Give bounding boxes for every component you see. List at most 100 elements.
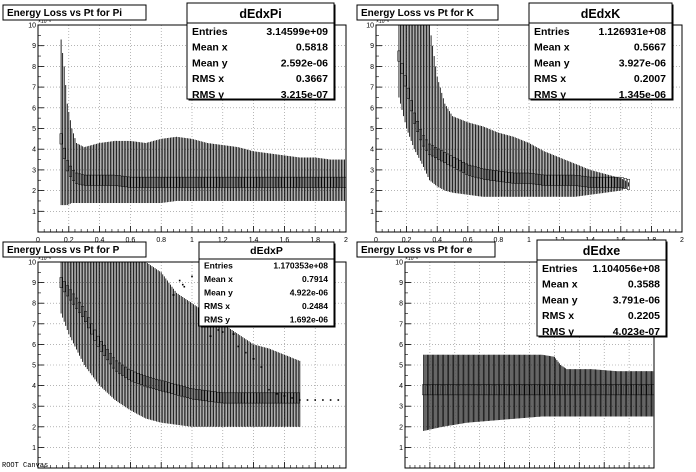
y-tick-label: 6 (399, 342, 403, 349)
histogram-core-bin (136, 372, 140, 384)
histogram-core-bin (275, 392, 279, 404)
histogram-core-bin (130, 370, 134, 382)
outlier-point (299, 399, 301, 401)
histogram-core-bin (535, 173, 539, 185)
outlier-point (232, 333, 235, 335)
stats-value: 3.14599e+09 (266, 26, 328, 38)
histogram-core-bin (161, 176, 165, 188)
stats-label: RMS y (542, 326, 574, 338)
stats-value: 2.592e-06 (281, 57, 328, 69)
histogram-core-bin (232, 176, 236, 188)
histogram-core-bin (179, 385, 183, 397)
histogram-core-bin (124, 176, 128, 188)
histogram-core-bin (78, 301, 82, 313)
y-exponent-label: ×10⁻⁶ (38, 256, 51, 262)
histogram-core-bin (412, 112, 416, 124)
x-tick-label: 0.6 (463, 237, 473, 244)
outlier-point (178, 279, 181, 282)
histogram-core-bin (627, 178, 630, 190)
histogram-core-bin (415, 121, 419, 132)
histogram-core-bin (244, 176, 248, 188)
histogram-core-bin (201, 176, 205, 188)
histogram-core-bin (195, 389, 199, 400)
histogram-core-bin (498, 170, 502, 182)
stats-label: Entries (542, 263, 578, 275)
histogram-core-bin (108, 174, 112, 186)
histogram-core-bin (461, 161, 465, 173)
histogram-core-bin (68, 165, 72, 177)
y-tick-label: 5 (370, 126, 374, 133)
stats-title: dEdxP (250, 245, 283, 257)
histogram-core-bin (195, 176, 199, 188)
histogram-core-bin (409, 100, 413, 112)
x-tick-label: 0.4 (95, 237, 105, 244)
histogram-core-bin (418, 129, 422, 141)
stats-value: 1.692e-06 (290, 315, 329, 325)
histogram-core-bin (516, 172, 520, 184)
x-tick-label: 1.4 (249, 237, 259, 244)
histogram-core-bin (510, 172, 514, 184)
histogram-core-bin (71, 169, 75, 181)
stats-value: 0.5667 (634, 42, 666, 54)
histogram-core-bin (574, 175, 578, 186)
histogram-core-bin (185, 176, 189, 188)
histogram-core-bin (321, 176, 325, 188)
histogram-core-bin (599, 176, 603, 188)
histogram-core-bin (68, 289, 72, 301)
stats-label: Entries (204, 261, 233, 271)
histogram-core-bin (581, 175, 584, 187)
histogram-core-bin (216, 176, 220, 188)
histogram-core-bin (130, 176, 134, 188)
stats-value: 3.791e-06 (613, 294, 660, 306)
histogram-core-bin (272, 392, 276, 404)
histogram-core-bin (161, 380, 165, 392)
histogram-core-bin (170, 176, 174, 188)
histogram-core-bin (198, 176, 202, 188)
histogram-core-bin (213, 391, 217, 403)
y-tick-label: 9 (399, 280, 403, 287)
histogram-core-bin (84, 311, 88, 322)
histogram-core-bin (477, 167, 480, 179)
histogram-core-bin (602, 176, 606, 188)
histogram-core-bin (142, 375, 146, 387)
histogram-core-bin (75, 172, 78, 184)
histogram-core-bin (590, 176, 594, 188)
histogram-core-bin (620, 177, 624, 189)
histogram-core-bin (623, 178, 627, 189)
outlier-point (237, 345, 239, 348)
histogram-core-bin (84, 174, 88, 186)
histogram-core-bin (467, 164, 471, 176)
histogram-core-bin (148, 176, 152, 188)
histogram-core-bin (235, 392, 239, 404)
stats-value: 0.3667 (296, 73, 328, 85)
histogram-core-bin (216, 391, 220, 403)
histogram-core-bin (222, 176, 226, 188)
chart-pad-dEdxe: 00.20.40.60.811.21.41.61.8212345678910×1… (356, 239, 668, 469)
histogram-core-bin (290, 392, 294, 404)
histogram-core-bin (296, 392, 300, 404)
histogram-core-bin (269, 392, 272, 404)
histogram-core-bin (571, 174, 575, 186)
histogram-core-bin (519, 172, 523, 184)
histogram-core-bin (578, 175, 581, 187)
histogram-core-bin (225, 176, 229, 188)
histogram-core-bin (247, 392, 251, 404)
histogram-core-bin (532, 173, 536, 185)
histogram-core-bin (142, 176, 146, 188)
x-tick-label: 2 (680, 237, 684, 244)
histogram-core-bin (118, 362, 122, 374)
y-tick-label: 2 (32, 424, 36, 431)
histogram-core-bin (421, 135, 425, 147)
stats-value: 1.126931e+08 (599, 26, 667, 38)
histogram-core-bin (266, 392, 269, 404)
histogram-core-bin (262, 392, 266, 404)
histogram-core-bin (238, 392, 242, 404)
histogram-core-bin (59, 133, 63, 145)
histogram-core-bin (158, 176, 162, 188)
y-tick-label: 8 (399, 301, 403, 308)
histogram-core-bin (115, 360, 118, 372)
histogram-core-bin (204, 390, 208, 402)
stats-label: RMS x (204, 301, 230, 311)
histogram-core-bin (148, 377, 152, 389)
histogram-core-bin (440, 150, 444, 162)
